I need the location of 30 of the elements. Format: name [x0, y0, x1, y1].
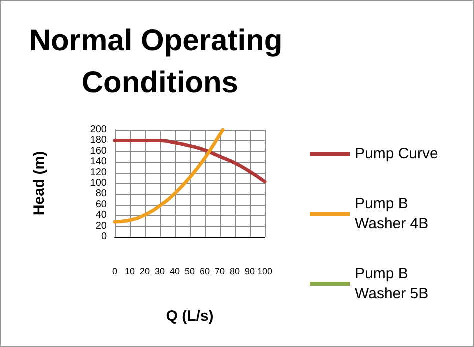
y-tick-label: 160 — [90, 146, 108, 157]
x-tick-label: 50 — [184, 266, 196, 276]
x-tick-label: 40 — [170, 266, 180, 276]
y-tick-label: 80 — [96, 188, 108, 200]
y-tick-label: 40 — [96, 210, 108, 222]
x-tick-label: 0 — [112, 266, 118, 276]
x-axis-title: Q (L/s) — [166, 308, 214, 325]
y-tick-label: 100 — [90, 178, 108, 189]
x-tick-label: 100 — [257, 266, 273, 276]
x-tick-label: 60 — [200, 266, 210, 276]
x-tick-label: 30 — [154, 266, 166, 276]
x-tick-label: 70 — [214, 266, 226, 276]
x-tick-label: 90 — [244, 266, 256, 276]
y-tick-label: 200 — [90, 124, 108, 136]
legend-label: Pump B Washer 5B — [355, 266, 429, 302]
legend-label: Pump B Washer 4B — [355, 196, 429, 232]
y-tick-label: 60 — [96, 199, 108, 210]
y-tick-label: 120 — [90, 167, 108, 178]
line-series — [113, 138, 267, 184]
y-axis-title: Head (m) — [31, 151, 48, 216]
x-tick-label: 80 — [230, 266, 240, 276]
y-tick-label: 140 — [90, 156, 108, 168]
x-tick-label: 20 — [140, 266, 150, 276]
y-tick-label: 180 — [90, 135, 108, 146]
line-series — [113, 128, 225, 224]
y-tick-label: 20 — [96, 220, 108, 232]
x-tick-label: 10 — [124, 266, 136, 276]
legend-label: Pump Curve — [355, 146, 438, 162]
chart-title: Normal Operating Conditions — [29, 24, 283, 100]
y-tick-label: 0 — [101, 232, 108, 242]
